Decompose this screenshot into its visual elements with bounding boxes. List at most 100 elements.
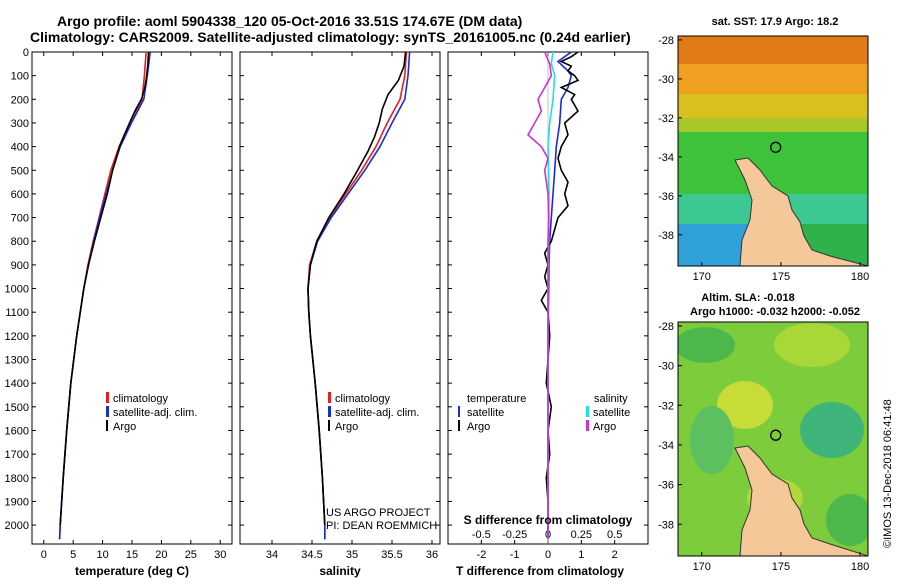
- figure-title-line2: Climatology: CARS2009. Satellite-adjuste…: [30, 29, 631, 45]
- legend-satellite-label: satellite-adj. clim.: [335, 407, 419, 419]
- sst-profile-marker: [770, 141, 782, 153]
- salinity-xlabel: salinity: [319, 564, 361, 578]
- map-y-tick-label: -28: [658, 35, 674, 47]
- legend-climatology-swatch: [106, 392, 109, 403]
- map-y-tick-label: -34: [658, 152, 674, 164]
- temperature-panel-frame: [31, 51, 233, 545]
- series-line-t-argo: [540, 51, 580, 537]
- x-tick-label: 25: [185, 549, 197, 561]
- temperature-xlabel: temperature (deg C): [75, 564, 189, 578]
- x-tick-label: 15: [126, 549, 138, 561]
- difference-legend: temperature satellite Argo salinity sate…: [458, 393, 630, 433]
- map-x-tick-label: 170: [693, 561, 711, 573]
- x-tick-label: -2: [476, 549, 486, 561]
- x-tick-label: 20: [155, 549, 167, 561]
- legend-argo-swatch: [328, 420, 330, 431]
- y-tick-label: 2000: [5, 520, 29, 532]
- figure-title-line1: Argo profile: aoml 5904338_120 05-Oct-20…: [57, 13, 522, 29]
- legend-argo-label: Argo: [335, 421, 358, 433]
- sla-map-frame: [677, 321, 869, 557]
- y-tick-label: 300: [11, 118, 29, 130]
- map-y-tick-label: -36: [658, 191, 674, 203]
- y-tick-label: 1100: [5, 307, 29, 319]
- sst-map-frame: [677, 35, 869, 267]
- map-x-tick-label: 180: [851, 271, 869, 283]
- map-x-tick-label: 175: [772, 561, 790, 573]
- x-tick-label: 35: [346, 549, 358, 561]
- new-zealand-land: [734, 445, 868, 556]
- legend-s-satellite-swatch: [586, 406, 589, 417]
- legend-climatology-swatch: [328, 392, 331, 403]
- x-tick-label: 30: [214, 549, 226, 561]
- series-line-argo: [307, 51, 407, 526]
- salinity-panel-frame: [239, 51, 441, 545]
- sla-map-ticks: 170 175 180 -28 -30 -32 -34 -36 -38: [658, 321, 869, 573]
- legend-s-argo-label: Argo: [593, 421, 616, 433]
- y-tick-label: 100: [11, 71, 29, 83]
- x-tick-label: 0: [545, 549, 551, 561]
- map-x-tick-label: 170: [693, 271, 711, 283]
- temperature-legend: climatology satellite-adj. clim. Argo: [106, 392, 197, 433]
- y-tick-label: 500: [11, 165, 29, 177]
- y-tick-label: 1000: [5, 284, 29, 296]
- x-tick-label: 0: [41, 549, 47, 561]
- x-tick-label: -1: [510, 549, 520, 561]
- x-tick-label: 5: [70, 549, 76, 561]
- salinity-legend: climatology satellite-adj. clim. Argo: [328, 392, 419, 433]
- y-tick-label: 1800: [5, 473, 29, 485]
- sst-map-title: sat. SST: 17.9 Argo: 18.2: [712, 16, 839, 28]
- project-note-line2: PI: DEAN ROEMMICH: [326, 520, 437, 532]
- x-tick-label: 2: [612, 549, 618, 561]
- x-tick-label-top: 0.5: [607, 529, 622, 541]
- y-tick-label: 200: [11, 94, 29, 106]
- x-tick-label-top: -0.25: [502, 529, 527, 541]
- x-tick-label: 10: [96, 549, 108, 561]
- sla-map-title-line1: Altim. SLA: -0.018: [701, 292, 795, 304]
- legend-t-satellite-label: satellite: [467, 407, 504, 419]
- legend-t-satellite-swatch: [458, 406, 460, 417]
- legend-satellite-swatch: [328, 406, 331, 417]
- temperature-plot: 0100200300400500600700800900100011001200…: [5, 47, 232, 561]
- difference-xlabel: T difference from climatology: [456, 564, 624, 578]
- legend-s-satellite-label: satellite: [593, 407, 630, 419]
- project-note-line1: US ARGO PROJECT: [326, 507, 431, 519]
- x-tick-label: 34.5: [301, 549, 322, 561]
- map-x-tick-label: 175: [772, 271, 790, 283]
- x-tick-label: 34: [266, 549, 278, 561]
- legend-argo-swatch: [106, 420, 108, 431]
- salinity-plot: 34 34.5 35 35.5 36: [240, 51, 440, 561]
- map-y-tick-label: -38: [658, 519, 674, 531]
- y-tick-label: 1300: [5, 355, 29, 367]
- y-tick-label: 600: [11, 189, 29, 201]
- y-tick-label: 1500: [5, 402, 29, 414]
- y-tick-label: 1400: [5, 378, 29, 390]
- map-y-tick-label: -32: [658, 400, 674, 412]
- map-x-tick-label: 180: [851, 561, 869, 573]
- difference-plot: -2 -1 0 1 2-0.5 -0.25 0 0.25 0.5: [448, 51, 648, 561]
- map-y-tick-label: -32: [658, 113, 674, 125]
- y-tick-label: 900: [11, 260, 29, 272]
- series-line-s-argo: [526, 51, 553, 540]
- legend-s-argo-swatch: [586, 420, 589, 431]
- map-y-tick-label: -30: [658, 361, 674, 373]
- copyright-notice: ©IMOS 13-Dec-2018 06:41:48: [882, 399, 894, 548]
- legend-temperature-title: temperature: [467, 393, 526, 405]
- map-y-tick-label: -38: [658, 230, 674, 242]
- x-tick-label: 36: [426, 549, 438, 561]
- y-tick-label: 0: [23, 47, 29, 59]
- x-tick-label: 35.5: [381, 549, 402, 561]
- x-tick-label-top: 0.25: [571, 529, 592, 541]
- map-y-tick-label: -30: [658, 74, 674, 86]
- map-y-tick-label: -28: [658, 321, 674, 333]
- y-tick-label: 1700: [5, 449, 29, 461]
- x-tick-label: 1: [578, 549, 584, 561]
- y-tick-label: 400: [11, 142, 29, 154]
- y-tick-label: 1600: [5, 425, 29, 437]
- sla-map-title-line2: Argo h1000: -0.032 h2000: -0.052: [690, 306, 860, 318]
- difference-xlabel-top: S difference from climatology: [464, 513, 633, 527]
- map-y-tick-label: -34: [658, 440, 674, 452]
- x-tick-label-top: -0.5: [472, 529, 491, 541]
- sla-map: [678, 322, 868, 556]
- sst-map-ticks: 170 175 180 -28 -30 -32 -34 -36 -38: [658, 35, 869, 283]
